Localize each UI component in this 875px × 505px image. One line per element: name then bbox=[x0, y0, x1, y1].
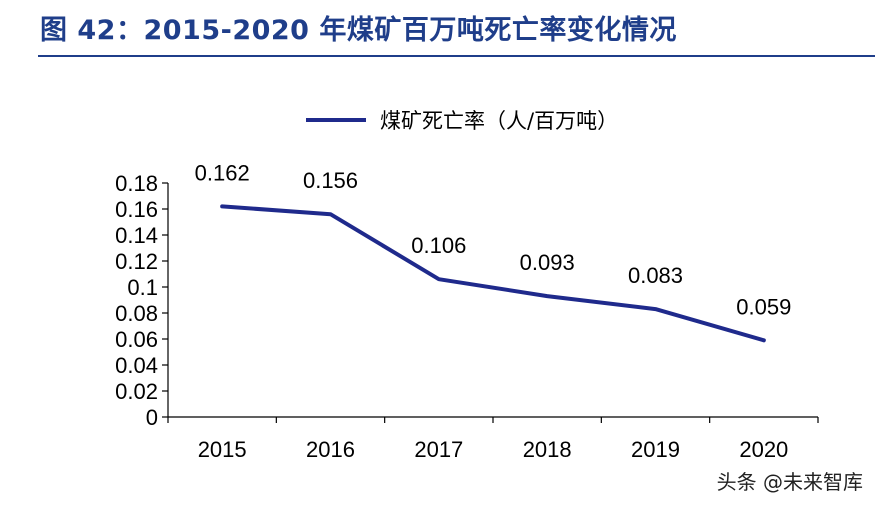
y-tick-label: 0.16 bbox=[115, 197, 158, 222]
series-line bbox=[220, 204, 766, 343]
title-divider bbox=[38, 55, 875, 57]
data-label: 0.093 bbox=[520, 250, 575, 275]
data-label: 0.162 bbox=[195, 160, 250, 185]
y-tick-label: 0.02 bbox=[115, 379, 158, 404]
legend: 煤矿死亡率（人/百万吨） bbox=[306, 109, 618, 133]
y-tick-label: 0.1 bbox=[127, 275, 158, 300]
data-label: 0.156 bbox=[303, 168, 358, 193]
x-tick-label: 2019 bbox=[631, 437, 680, 462]
axes: 00.020.040.060.080.10.120.140.160.18 2015… bbox=[115, 171, 819, 462]
y-tick-label: 0.12 bbox=[115, 249, 158, 274]
y-tick-label: 0.08 bbox=[115, 301, 158, 326]
y-tick-label: 0.04 bbox=[115, 353, 158, 378]
data-label: 0.106 bbox=[411, 233, 466, 258]
figure-title: 图 42：2015-2020 年煤矿百万吨死亡率变化情况 bbox=[40, 15, 677, 46]
y-tick-label: 0 bbox=[146, 405, 158, 430]
data-label: 0.059 bbox=[736, 294, 791, 319]
data-label: 0.083 bbox=[628, 263, 683, 288]
legend-label: 煤矿死亡率（人/百万吨） bbox=[380, 109, 618, 133]
y-tick-label: 0.06 bbox=[115, 327, 158, 352]
watermark: 头条 @未来智库 bbox=[716, 470, 863, 494]
x-tick-label: 2016 bbox=[306, 437, 355, 462]
x-tick-label: 2015 bbox=[198, 437, 247, 462]
y-tick-label: 0.18 bbox=[115, 171, 158, 196]
x-tick-label: 2020 bbox=[739, 437, 788, 462]
x-tick-label: 2017 bbox=[414, 437, 463, 462]
x-tick-label: 2018 bbox=[523, 437, 572, 462]
y-tick-label: 0.14 bbox=[115, 223, 158, 248]
plot-area: 0.162 0.156 0.106 0.093 0.083 0.059 bbox=[195, 160, 791, 343]
